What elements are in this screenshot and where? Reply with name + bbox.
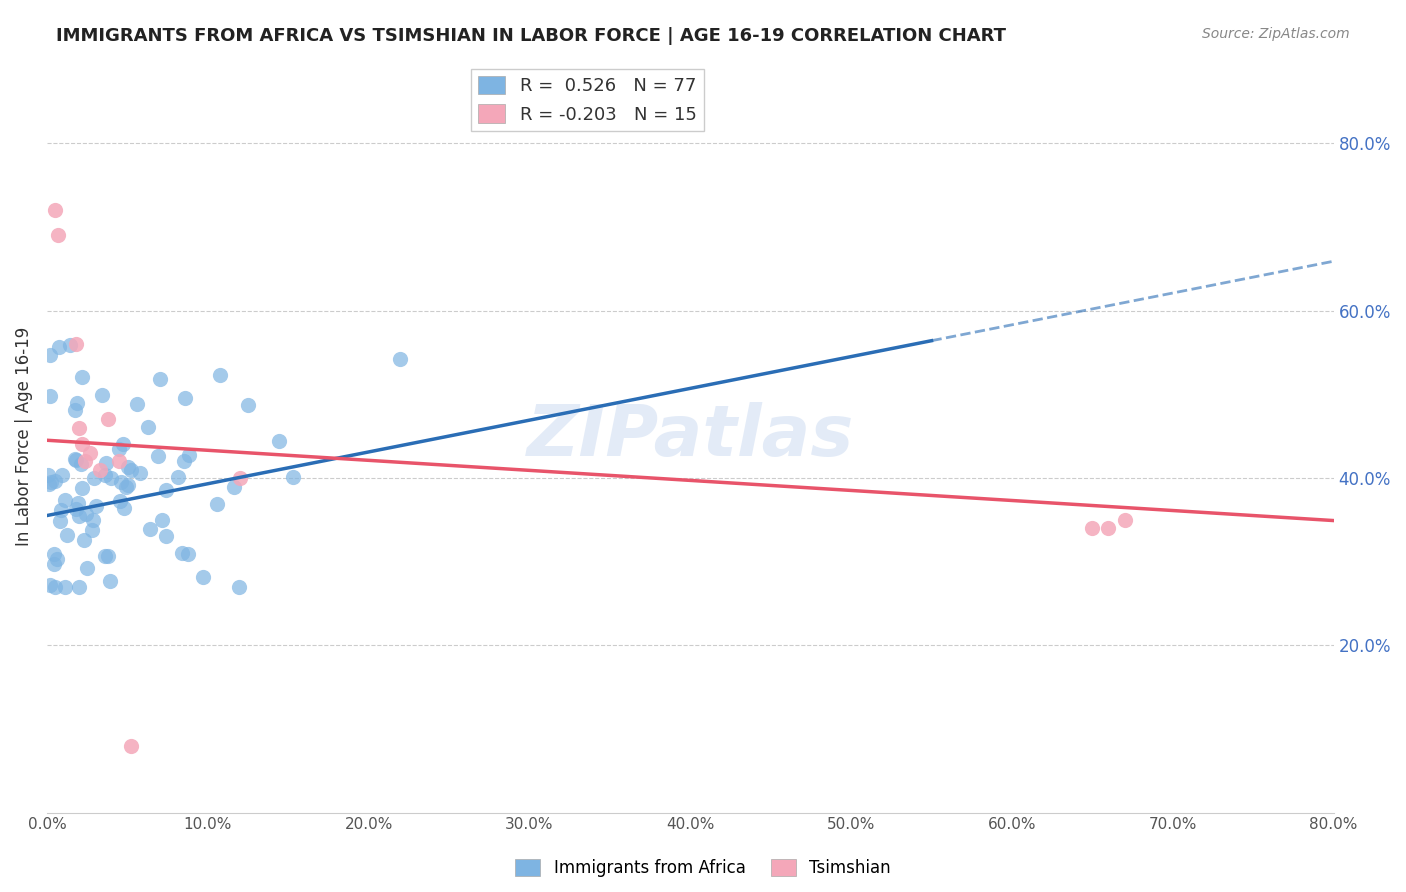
Point <box>66 395 89 409</box>
Point <box>39 475 62 489</box>
Point <box>97 549 120 563</box>
Point <box>209 368 232 383</box>
Point <box>82 513 104 527</box>
Point <box>39 348 62 362</box>
Point <box>139 523 162 537</box>
Point <box>48 340 70 354</box>
Point <box>1114 513 1136 527</box>
Text: ZIPatlas: ZIPatlas <box>527 401 853 471</box>
Point <box>44 557 66 571</box>
Point <box>229 471 252 485</box>
Point <box>38 476 60 491</box>
Point <box>98 574 121 588</box>
Point <box>72 437 94 451</box>
Point <box>193 570 215 584</box>
Point <box>51 467 73 482</box>
Point <box>63 403 86 417</box>
Point <box>1097 521 1119 535</box>
Point <box>176 547 198 561</box>
Point <box>37 468 59 483</box>
Point <box>115 480 138 494</box>
Point <box>53 493 76 508</box>
Point <box>67 508 90 523</box>
Point <box>93 549 115 563</box>
Point <box>146 449 169 463</box>
Point <box>167 470 190 484</box>
Point <box>39 390 62 404</box>
Point <box>65 453 87 467</box>
Point <box>155 529 177 543</box>
Point <box>70 457 93 471</box>
Point <box>66 496 89 510</box>
Point <box>65 501 87 516</box>
Point <box>80 523 103 537</box>
Point <box>45 552 67 566</box>
Point <box>170 546 193 560</box>
Point <box>91 388 114 402</box>
Point <box>120 739 142 753</box>
Legend: R =  0.526   N = 77, R = -0.203   N = 15: R = 0.526 N = 77, R = -0.203 N = 15 <box>471 69 704 131</box>
Y-axis label: In Labor Force | Age 16-19: In Labor Force | Age 16-19 <box>15 326 32 546</box>
Point <box>83 471 105 485</box>
Point <box>44 203 66 218</box>
Point <box>112 437 135 451</box>
Point <box>73 533 96 547</box>
Point <box>125 397 148 411</box>
Point <box>128 466 150 480</box>
Point <box>207 497 229 511</box>
Point <box>228 580 250 594</box>
Point <box>75 507 97 521</box>
Point <box>149 372 172 386</box>
Point <box>65 337 87 351</box>
Point <box>97 412 120 426</box>
Point <box>59 338 82 352</box>
Point <box>75 454 97 468</box>
Point <box>79 446 101 460</box>
Point <box>72 481 94 495</box>
Point <box>56 528 79 542</box>
Point <box>236 398 259 412</box>
Point <box>46 228 69 243</box>
Point <box>112 501 135 516</box>
Point <box>89 462 111 476</box>
Point <box>177 448 200 462</box>
Point <box>173 453 195 467</box>
Point <box>76 561 98 575</box>
Point <box>389 352 412 367</box>
Point <box>67 580 90 594</box>
Point <box>51 503 73 517</box>
Point <box>39 578 62 592</box>
Point <box>70 369 93 384</box>
Point <box>100 470 122 484</box>
Point <box>136 419 159 434</box>
Point <box>53 580 76 594</box>
Point <box>174 391 197 405</box>
Point <box>224 480 246 494</box>
Point <box>67 420 90 434</box>
Point <box>108 454 131 468</box>
Point <box>1081 521 1104 535</box>
Legend: Immigrants from Africa, Tsimshian: Immigrants from Africa, Tsimshian <box>509 852 897 884</box>
Point <box>108 494 131 508</box>
Point <box>267 434 290 449</box>
Text: Source: ZipAtlas.com: Source: ZipAtlas.com <box>1202 27 1350 41</box>
Point <box>84 499 107 513</box>
Point <box>120 463 142 477</box>
Point <box>107 442 129 456</box>
Point <box>63 452 86 467</box>
Point <box>94 467 117 482</box>
Point <box>283 470 305 484</box>
Point <box>110 475 132 490</box>
Point <box>42 547 65 561</box>
Point <box>44 474 66 488</box>
Point <box>44 580 66 594</box>
Text: IMMIGRANTS FROM AFRICA VS TSIMSHIAN IN LABOR FORCE | AGE 16-19 CORRELATION CHART: IMMIGRANTS FROM AFRICA VS TSIMSHIAN IN L… <box>56 27 1007 45</box>
Point <box>96 456 118 470</box>
Point <box>117 478 139 492</box>
Point <box>155 483 177 497</box>
Point <box>49 514 72 528</box>
Point <box>117 459 139 474</box>
Point <box>150 513 173 527</box>
